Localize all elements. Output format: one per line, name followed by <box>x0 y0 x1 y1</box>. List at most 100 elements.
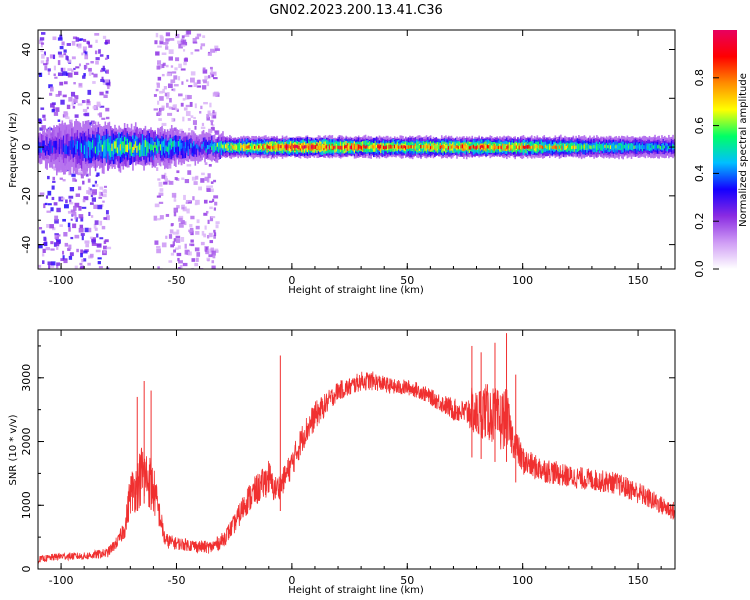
spectrogram-band-cell <box>582 145 584 149</box>
spectrogram-band-cell <box>370 144 372 149</box>
spectrogram-band-cell <box>349 145 352 149</box>
spectrogram-noise-cell <box>155 32 159 38</box>
spectrogram-noise-cell <box>75 193 81 197</box>
spectrogram-noise-cell <box>87 41 90 45</box>
spectrogram-noise-cell <box>106 246 112 250</box>
spectrogram-noise-cell <box>102 65 105 71</box>
spectrogram-band-cell <box>103 142 105 159</box>
spectrogram-band-cell <box>389 144 392 149</box>
spectrogram-noise-cell <box>86 100 91 106</box>
spectrogram-noise-cell <box>90 215 94 218</box>
spectrogram-noise-cell <box>63 204 69 209</box>
spectrogram-band-cell <box>220 145 223 155</box>
spectrogram-noise-cell <box>91 238 94 243</box>
spectrogram-band-cell <box>428 145 431 149</box>
spectrogram-band-cell <box>518 145 521 150</box>
spectrogram-noise-cell <box>188 229 193 233</box>
spectrogram-band-cell <box>633 145 636 150</box>
spectrogram-noise-cell <box>172 104 176 109</box>
spectrogram-noise-cell <box>73 99 78 103</box>
spectrogram-band-cell <box>211 140 213 148</box>
spectrogram-noise-cell <box>43 236 47 241</box>
spectrogram-x-tick-label: 150 <box>628 274 649 287</box>
spectrogram-noise-cell <box>168 234 173 239</box>
spectrogram-band-cell <box>288 144 291 149</box>
spectrogram-noise-cell <box>202 85 207 90</box>
spectrogram-band-cell <box>410 144 413 149</box>
spectrogram-band-cell <box>89 142 91 158</box>
spectrogram-band-cell <box>104 140 107 157</box>
spectrogram-band-cell <box>490 145 493 150</box>
spectrogram-band-cell <box>164 146 166 154</box>
spectrogram-noise-cell <box>81 235 84 241</box>
spectrogram-band-cell <box>194 146 197 151</box>
spectrogram-noise-cell <box>214 48 220 51</box>
spectrogram-noise-cell <box>204 225 207 230</box>
spectrogram-noise-cell <box>62 255 65 259</box>
spectrogram-noise-cell <box>181 204 186 208</box>
spectrogram-band-cell <box>388 144 390 149</box>
spectrogram-band-cell <box>536 144 539 149</box>
spectrogram-noise-cell <box>200 126 206 129</box>
spectrogram-band-cell <box>110 140 112 148</box>
spectrogram-band-cell <box>168 144 170 151</box>
spectrogram-band-cell <box>237 145 240 149</box>
spectrogram-noise-cell <box>165 235 168 239</box>
spectrogram-noise-cell <box>215 221 220 225</box>
spectrogram-band-cell <box>446 145 449 149</box>
spectrogram-band-cell <box>483 145 486 150</box>
spectrogram-band-cell <box>143 140 145 147</box>
spectrogram-band-cell <box>393 144 396 149</box>
spectrogram-noise-cell <box>74 95 79 100</box>
spectrogram-noise-cell <box>200 178 205 183</box>
spectrogram-band-cell <box>277 144 280 149</box>
spectrogram-noise-cell <box>40 49 44 53</box>
spectrogram-band-cell <box>611 146 613 150</box>
spectrogram-band-cell <box>625 145 627 150</box>
spectrogram-noise-cell <box>189 101 193 107</box>
spectrogram-band-cell <box>489 145 492 149</box>
spectrogram-band-cell <box>524 145 526 150</box>
spectrogram-band-cell <box>364 145 367 149</box>
spectrogram-noise-cell <box>92 184 96 187</box>
spectrogram-band-cell <box>620 144 623 149</box>
spectrogram-noise-cell <box>52 180 56 183</box>
spectrogram-noise-cell <box>99 191 103 196</box>
spectrogram-band-cell <box>86 144 89 152</box>
spectrogram-noise-cell <box>196 33 202 37</box>
spectrogram-noise-cell <box>94 180 98 184</box>
spectrogram-noise-cell <box>43 63 48 66</box>
spectrogram-noise-cell <box>52 54 56 60</box>
spectrogram-noise-cell <box>105 39 110 44</box>
spectrogram-band-cell <box>187 145 190 156</box>
spectrogram-noise-cell <box>42 248 46 253</box>
spectrogram-band-cell <box>636 145 638 150</box>
spectrogram-noise-cell <box>64 242 69 247</box>
spectrogram-band-cell <box>474 146 476 150</box>
spectrogram-noise-cell <box>209 72 214 75</box>
spectrogram-noise-cell <box>62 250 65 255</box>
spectrogram-noise-cell <box>178 63 182 68</box>
spectrogram-noise-cell <box>58 196 64 202</box>
spectrogram-noise-cell <box>182 206 187 212</box>
spectrogram-band-cell <box>367 146 370 150</box>
spectrogram-noise-cell <box>205 249 209 255</box>
spectrogram-noise-cell <box>155 88 159 92</box>
spectrogram-band-cell <box>186 146 188 151</box>
spectrogram-band-cell <box>46 146 48 152</box>
spectrogram-noise-cell <box>175 235 181 239</box>
spectrogram-noise-cell <box>40 42 45 45</box>
spectrogram-noise-cell <box>75 37 80 42</box>
spectrogram-noise-cell <box>41 125 46 130</box>
spectrogram-noise-cell <box>65 72 70 76</box>
spectrogram-noise-cell <box>174 177 178 181</box>
spectrogram-band-cell <box>320 145 323 149</box>
spectrogram-band-cell <box>234 145 237 149</box>
spectrogram-noise-cell <box>177 266 181 269</box>
spectrogram-noise-cell <box>168 106 172 110</box>
spectrogram-noise-cell <box>80 253 83 258</box>
spectrogram-noise-cell <box>203 199 208 204</box>
spectrogram-band-cell <box>309 145 312 150</box>
spectrogram-noise-cell <box>183 49 186 52</box>
spectrogram-band-cell <box>151 144 154 151</box>
